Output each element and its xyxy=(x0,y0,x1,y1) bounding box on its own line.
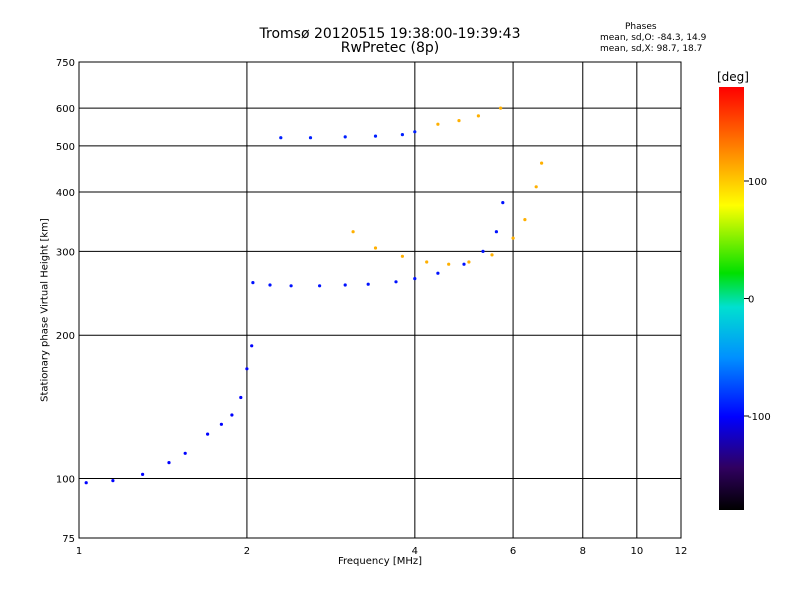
x-tick-label: 6 xyxy=(510,546,516,557)
echo-point xyxy=(167,461,171,465)
echo-point xyxy=(230,413,234,417)
x-tick-label: 1 xyxy=(76,546,82,557)
colorbar-tick-label: 100 xyxy=(748,177,767,188)
echo-point xyxy=(268,283,272,287)
y-tick-label: 300 xyxy=(56,247,75,258)
echo-point xyxy=(400,254,404,258)
echo-point xyxy=(279,136,283,140)
echo-point xyxy=(447,262,451,266)
echo-point xyxy=(462,262,466,266)
echo-point xyxy=(400,133,404,137)
y-tick-label: 600 xyxy=(56,104,75,115)
chart-subtitle: RwPretec (8p) xyxy=(340,40,440,56)
echo-point xyxy=(373,246,378,250)
echo-point xyxy=(250,344,254,348)
plot-frame xyxy=(78,61,682,539)
echo-point xyxy=(436,271,440,275)
echo-point xyxy=(413,277,417,281)
echo-point xyxy=(343,283,347,287)
echo-point xyxy=(84,481,88,485)
colorbar-tick-label: 0 xyxy=(748,295,754,306)
echo-point xyxy=(343,135,347,139)
y-tick-label: 500 xyxy=(56,142,75,153)
x-tick-label: 10 xyxy=(630,546,643,557)
echo-point xyxy=(373,134,378,138)
echo-point xyxy=(511,236,515,240)
echo-point xyxy=(239,395,243,400)
echo-point xyxy=(436,122,440,126)
phases-stats-title: Phases xyxy=(625,22,657,32)
echo-point xyxy=(501,201,505,205)
echo-point xyxy=(245,367,249,371)
echo-point xyxy=(425,260,429,264)
colorbar-unit-label: [deg] xyxy=(717,70,749,84)
y-tick-label: 750 xyxy=(56,58,75,69)
y-tick-label: 200 xyxy=(56,331,75,342)
colorbar-tick-label: -100 xyxy=(748,412,771,423)
echo-point xyxy=(476,114,480,118)
x-tick-label: 2 xyxy=(244,546,250,557)
echo-point xyxy=(494,230,498,234)
echo-point xyxy=(289,284,293,288)
echo-point xyxy=(183,451,187,455)
echo-point xyxy=(394,280,398,284)
echo-point xyxy=(457,119,461,123)
echo-point xyxy=(206,432,210,436)
chart-title: Tromsø 20120515 19:38:00-19:39:43 xyxy=(259,26,521,42)
echo-point xyxy=(467,260,471,264)
echo-point xyxy=(540,161,544,165)
y-tick-label: 100 xyxy=(56,475,75,486)
echo-point xyxy=(219,422,223,426)
echo-point xyxy=(366,282,370,286)
colorbar xyxy=(719,87,744,510)
echo-point xyxy=(523,218,527,222)
echo-point xyxy=(499,106,503,110)
x-tick-label: 12 xyxy=(675,546,688,557)
x-tick-label: 4 xyxy=(412,546,418,557)
phases-x-mode-stats: mean, sd,X: 98.7, 18.7 xyxy=(600,44,703,54)
echo-point xyxy=(413,130,417,134)
echo-point xyxy=(351,230,355,234)
x-axis-label: Frequency [MHz] xyxy=(337,556,423,567)
echo-point xyxy=(490,253,494,257)
echo-point xyxy=(318,284,322,288)
echo-point xyxy=(534,185,538,189)
y-tick-label: 400 xyxy=(56,188,75,199)
x-tick-label: 8 xyxy=(580,546,586,557)
y-tick-label: 75 xyxy=(62,534,75,545)
echo-point xyxy=(308,136,313,140)
echo-point xyxy=(481,249,485,253)
echo-point xyxy=(251,281,255,285)
echo-point xyxy=(111,479,115,483)
phases-o-mode-stats: mean, sd,O: -84.3, 14.9 xyxy=(600,33,707,43)
echo-point xyxy=(141,472,145,476)
